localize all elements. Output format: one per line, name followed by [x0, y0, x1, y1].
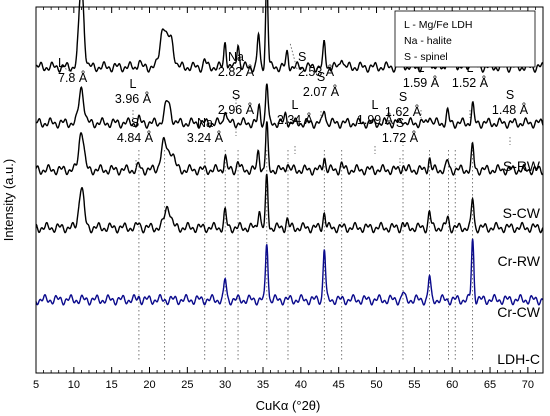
peak-annotation: L1.52 Å [452, 61, 489, 118]
x-tick-label: 15 [106, 379, 118, 391]
annotation-leader [289, 42, 298, 70]
series-label-ldh-c: LDH-C [497, 351, 540, 367]
series-line-cr-cw [35, 173, 544, 234]
peak-label: L [292, 98, 299, 112]
peak-label: S [399, 90, 407, 104]
peak-label: 2.07 Å [303, 84, 340, 99]
peak-label: S [317, 70, 325, 84]
legend-entry: S - spinel [404, 51, 448, 63]
legend-box [394, 10, 536, 68]
x-tick-label: 35 [257, 379, 269, 391]
peak-label: S [298, 50, 306, 64]
peak-label: 1.62 Å [385, 104, 422, 119]
peak-label: 1.48 Å [492, 102, 529, 117]
y-axis-title: Intensity (a.u.) [1, 159, 16, 241]
peak-annotation: S1.48 Å [492, 88, 529, 145]
peak-label: L [130, 77, 137, 91]
x-axis-title: CuKα (°2θ) [256, 398, 321, 413]
peak-label: 1.72 Å [382, 130, 419, 145]
peak-label: 4.84 Å [117, 130, 154, 145]
peak-annotation: L7.8 Å [58, 56, 88, 85]
peak-label: S [232, 88, 240, 102]
peak-annotation: S1.62 Å [385, 90, 422, 146]
series-line-s-rw [35, 0, 544, 74]
peak-annotation: Na2.82 Å [218, 50, 255, 110]
series-label-cr-rw: Cr-RW [497, 253, 540, 269]
series-line-cr-rw [35, 121, 544, 176]
series-layer: S-RW S-CW Cr-RW Cr-CW LDH-C [35, 0, 544, 367]
x-tick-label: 55 [408, 379, 420, 391]
x-tick-label: 40 [295, 379, 307, 391]
axis-layer: 5 10 15 20 25 30 35 40 45 50 55 60 65 70 [33, 6, 544, 391]
peak-label: 1.52 Å [452, 75, 489, 90]
peak-label: Na [228, 50, 244, 64]
peak-label: 1.59 Å [403, 75, 440, 90]
legend-entry: L - Mg/Fe LDH [404, 19, 472, 31]
x-tick-label: 30 [219, 379, 231, 391]
peak-label: 1.99 Å [357, 112, 394, 127]
peak-label: L [418, 61, 425, 75]
x-tick-label: 25 [181, 379, 193, 391]
x-tick-label: 50 [370, 379, 382, 391]
peak-annotation: S4.84 Å [117, 116, 154, 168]
series-label-cr-cw: Cr-CW [497, 304, 541, 320]
series-label-s-cw: S-CW [503, 205, 541, 221]
x-tick-label: 5 [33, 379, 39, 391]
peak-label: L [467, 61, 474, 75]
peak-label: 7.8 Å [58, 70, 88, 85]
peak-label: S [506, 88, 514, 102]
peak-annotation: L1.99 Å [357, 98, 394, 154]
peak-label: S [396, 116, 404, 130]
series-line-s-cw [35, 83, 544, 129]
peak-label: 2.53 Å [298, 64, 335, 79]
legend-entry: Na - halite [404, 35, 452, 47]
peak-label: 3.24 Å [187, 130, 224, 145]
series-line-ldh-c [35, 238, 544, 306]
peak-label: 2.82 Å [218, 64, 255, 79]
peak-label: Na [197, 116, 213, 130]
x-tick-label: 10 [68, 379, 80, 391]
peak-label: L [58, 56, 65, 70]
plot-frame [35, 6, 544, 374]
x-tick-label: 60 [446, 379, 458, 391]
peak-label: L [372, 98, 379, 112]
legend: L - Mg/Fe LDH Na - halite S - spinel [394, 10, 536, 68]
peak-annotation: L1.59 Å [403, 61, 440, 118]
peak-label: 2.34 Å [277, 112, 314, 127]
series-label-s-rw: S-RW [503, 158, 541, 174]
peak-annotation: S2.53 Å [289, 42, 335, 79]
peak-annotation: S2.07 Å [303, 70, 340, 119]
peak-annotation: Na3.24 Å [187, 116, 224, 166]
peak-label: 3.96 Å [115, 91, 152, 106]
x-tick-label: 45 [333, 379, 345, 391]
peak-annotation: S1.72 Å [382, 116, 419, 166]
peak-label: S [131, 116, 139, 130]
peak-annotation: L3.96 Å [115, 77, 152, 118]
peak-annotation: L2.34 Å [277, 98, 314, 154]
x-tick-label: 65 [484, 379, 496, 391]
x-tick-label: 20 [143, 379, 155, 391]
x-tick-label: 70 [522, 379, 534, 391]
